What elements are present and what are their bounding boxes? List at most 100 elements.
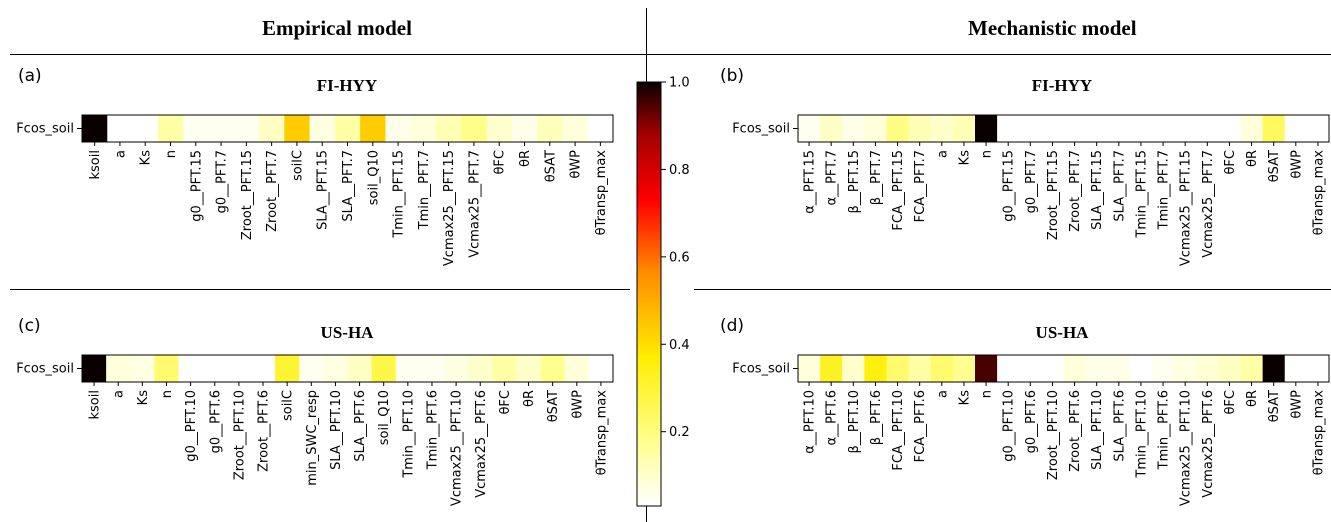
x-tick-label-b-11: Zroot__PFT.15 [1046,150,1061,240]
x-tick-label-b-14: SLA__PFT.7 [1112,150,1127,222]
panel-title-c: US-HA [320,323,374,342]
x-tick-label-a-20: θTransp_max [594,150,609,236]
x-tick-label-d-17: Vcmax25__PFT.10 [1179,390,1194,506]
heatmap-cell-d-6 [930,355,954,382]
x-tick-label-c-3: n [160,390,175,398]
x-tick-label-a-1: a [113,150,128,158]
x-tick-label-b-19: θFC [1223,150,1238,175]
heatmap-cell-c-18 [516,355,542,382]
heatmap-cell-c-12 [371,355,397,382]
x-tick-label-c-17: θFC [498,390,513,415]
heatmap-cell-c-4 [178,355,204,382]
panel-label-d: (d) [720,316,745,336]
heatmap-cell-d-4 [886,355,910,382]
heatmap-cell-b-2 [842,115,865,142]
heatmap-cell-d-1 [820,355,843,382]
x-tick-label-d-15: Tmin__PFT.10 [1134,390,1149,479]
x-tick-label-c-11: SLA__PFT.6 [353,390,368,462]
heatmap-cell-b-4 [886,115,910,142]
heatmap-cell-a-20 [587,115,614,142]
x-tick-label-c-18: θR [522,390,537,407]
heatmap-cell-c-7 [250,355,276,382]
heatmap-cell-c-20 [564,355,590,382]
heatmap-cell-c-9 [299,355,324,382]
colorbar-tick-label-2: 0.6 [669,250,690,265]
heatmap-cell-d-14 [1107,355,1131,382]
x-tick-label-b-21: θSAT [1267,150,1282,182]
x-tick-label-b-2: β__PFT.15 [847,150,862,213]
heatmap-cell-c-1 [106,355,131,382]
row-label-d: Fcos_soil [732,362,790,377]
heatmap-cell-d-21 [1262,355,1286,382]
x-tick-label-c-10: SLA__PFT.10 [329,390,344,470]
x-tick-label-c-14: Tmin__PFT.6 [425,390,440,470]
heatmap-cell-b-0 [798,115,821,142]
heatmap-cell-b-16 [1152,115,1175,142]
heatmap-cell-a-17 [511,115,538,142]
x-tick-label-a-12: Tmin__PFT.15 [392,150,407,239]
x-tick-label-a-17: θR [518,150,533,167]
x-tick-label-b-5: FCA__PFT.7 [913,150,928,222]
x-tick-label-c-9: min_SWC_resp [305,390,320,486]
heatmap-cell-b-9 [997,115,1020,142]
heatmap-cell-d-8 [975,355,998,382]
header-mechanistic: Mechanistic model [968,16,1137,40]
heatmap-cell-d-3 [864,355,888,382]
x-tick-label-b-7: Ks [957,150,972,166]
x-tick-label-b-17: Vcmax25__PFT.15 [1179,150,1194,266]
x-tick-label-b-9: g0__PFT.15 [1002,150,1017,222]
heatmap-cell-d-15 [1129,355,1153,382]
x-tick-label-b-3: β__PFT.7 [869,150,884,205]
heatmap-cell-c-10 [323,355,349,382]
x-tick-label-d-21: θSAT [1267,390,1282,422]
heatmap-cell-c-13 [395,355,421,382]
panel-title-b: FI-HYY [1031,76,1093,95]
heatmap-cell-b-3 [864,115,888,142]
heatmap-cell-b-13 [1085,115,1109,142]
x-tick-label-d-2: β__PFT.10 [847,390,862,453]
x-tick-label-d-23: θTransp_max [1311,390,1326,476]
x-tick-label-c-12: soil_Q10 [377,390,392,445]
x-tick-label-b-15: Tmin__PFT.15 [1134,150,1149,239]
heatmap-cell-c-8 [275,355,300,382]
x-tick-label-c-7: Zroot__PFT.6 [257,390,272,472]
x-tick-label-d-6: a [935,390,950,398]
header-empirical: Empirical model [262,16,412,40]
heatmap-cell-b-10 [1019,115,1042,142]
x-tick-label-a-0: ksoil [88,150,103,179]
heatmap-cell-b-11 [1041,115,1065,142]
x-tick-label-a-13: Tmin__PFT.7 [417,150,432,230]
x-tick-label-d-4: FCA__PFT.10 [891,390,906,471]
x-tick-label-d-1: α__PFT.6 [825,390,840,445]
heatmap-cell-a-14 [436,115,462,142]
heatmap-cell-b-19 [1218,115,1242,142]
heatmap-cell-a-8 [284,115,311,142]
x-tick-label-a-19: θWP [569,150,584,179]
panel-label-a: (a) [18,66,42,86]
top-rule [10,54,1331,55]
heatmap-cell-b-12 [1063,115,1087,142]
x-tick-label-a-8: soilC [290,150,305,181]
row-label-a: Fcos_soil [16,122,74,137]
heatmap-cell-a-6 [233,115,260,142]
heatmap-cell-b-15 [1129,115,1153,142]
x-tick-label-b-16: Tmin__PFT.7 [1157,150,1172,230]
x-tick-label-a-18: θSAT [543,150,558,182]
x-tick-label-d-8: n [980,390,995,398]
x-tick-label-a-4: g0__PFT.15 [189,150,204,222]
heatmap-cell-c-6 [226,355,252,382]
row-label-c: Fcos_soil [16,362,74,377]
panel-title-a: FI-HYY [316,76,378,95]
x-tick-label-d-10: g0__PFT.6 [1024,390,1039,453]
heatmap-cell-b-22 [1284,115,1308,142]
x-tick-label-c-19: θSAT [546,390,561,422]
x-tick-label-a-15: Vcmax25__PFT.7 [467,150,482,258]
heatmap-cell-d-9 [997,355,1020,382]
heatmap-cell-d-17 [1174,355,1197,382]
heatmap-cell-a-2 [132,115,159,142]
colorbar-tick-label-4: 0.2 [669,425,690,440]
x-tick-label-c-0: ksoil [88,390,103,419]
x-tick-label-a-16: θFC [493,150,508,175]
panel-label-b: (b) [720,66,745,86]
